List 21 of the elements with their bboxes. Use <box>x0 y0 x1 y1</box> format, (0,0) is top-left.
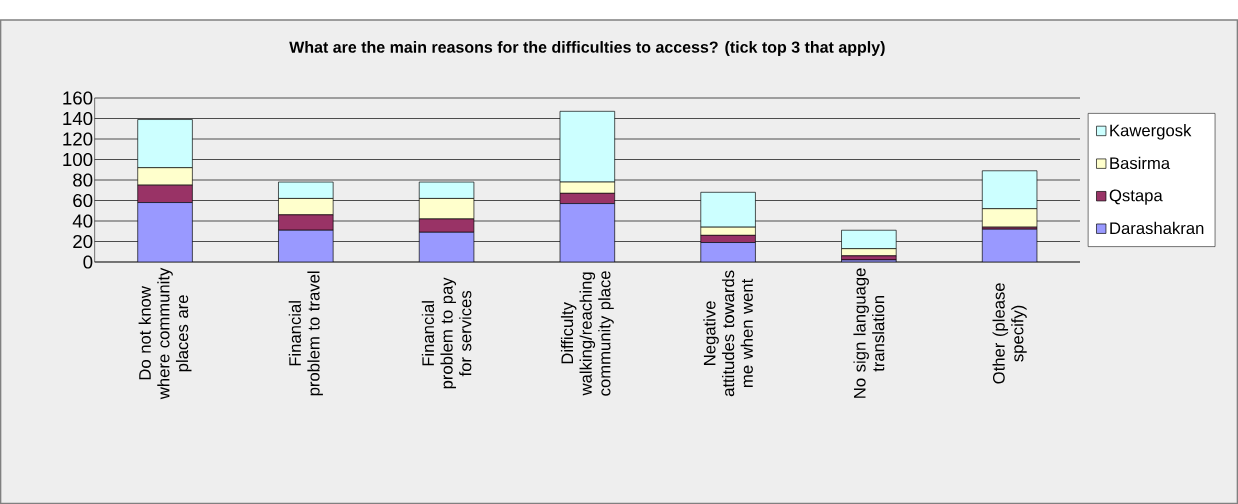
y-tick-label: 60 <box>73 193 93 208</box>
y-tick-label: 80 <box>73 173 93 187</box>
chart-title: What are the main reasons for the difficulties to access? (tick top 3 that apply) <box>289 41 885 56</box>
legend-label: Qstapa <box>1109 189 1163 205</box>
y-tick-label: 0 <box>83 255 93 269</box>
legend-label: Kawergosk <box>1110 124 1192 140</box>
x-tick-label: Difficulty walking/reaching community place <box>560 271 614 396</box>
legend-label: Darashakran <box>1110 221 1204 235</box>
x-tick-label: Financial problem to travel <box>288 271 323 396</box>
x-tick-label: Financial problem to pay for services <box>421 277 472 389</box>
x-tick-label: No sign language translation <box>853 268 885 398</box>
x-tick-label: Other (please specify) <box>992 283 1027 384</box>
legend-label: Basirma <box>1110 156 1171 170</box>
y-tick-label: 100 <box>63 152 93 167</box>
y-tick-label: 40 <box>72 214 93 228</box>
y-tick-label: 20 <box>73 234 93 249</box>
y-tick-label: 120 <box>63 132 93 146</box>
x-tick-label: Do not know where community places are <box>138 267 192 400</box>
x-tick-label: Negative attitudes towards me when went <box>703 270 753 397</box>
y-tick-label: 160 <box>63 91 93 105</box>
y-tick-label: 140 <box>63 111 93 126</box>
